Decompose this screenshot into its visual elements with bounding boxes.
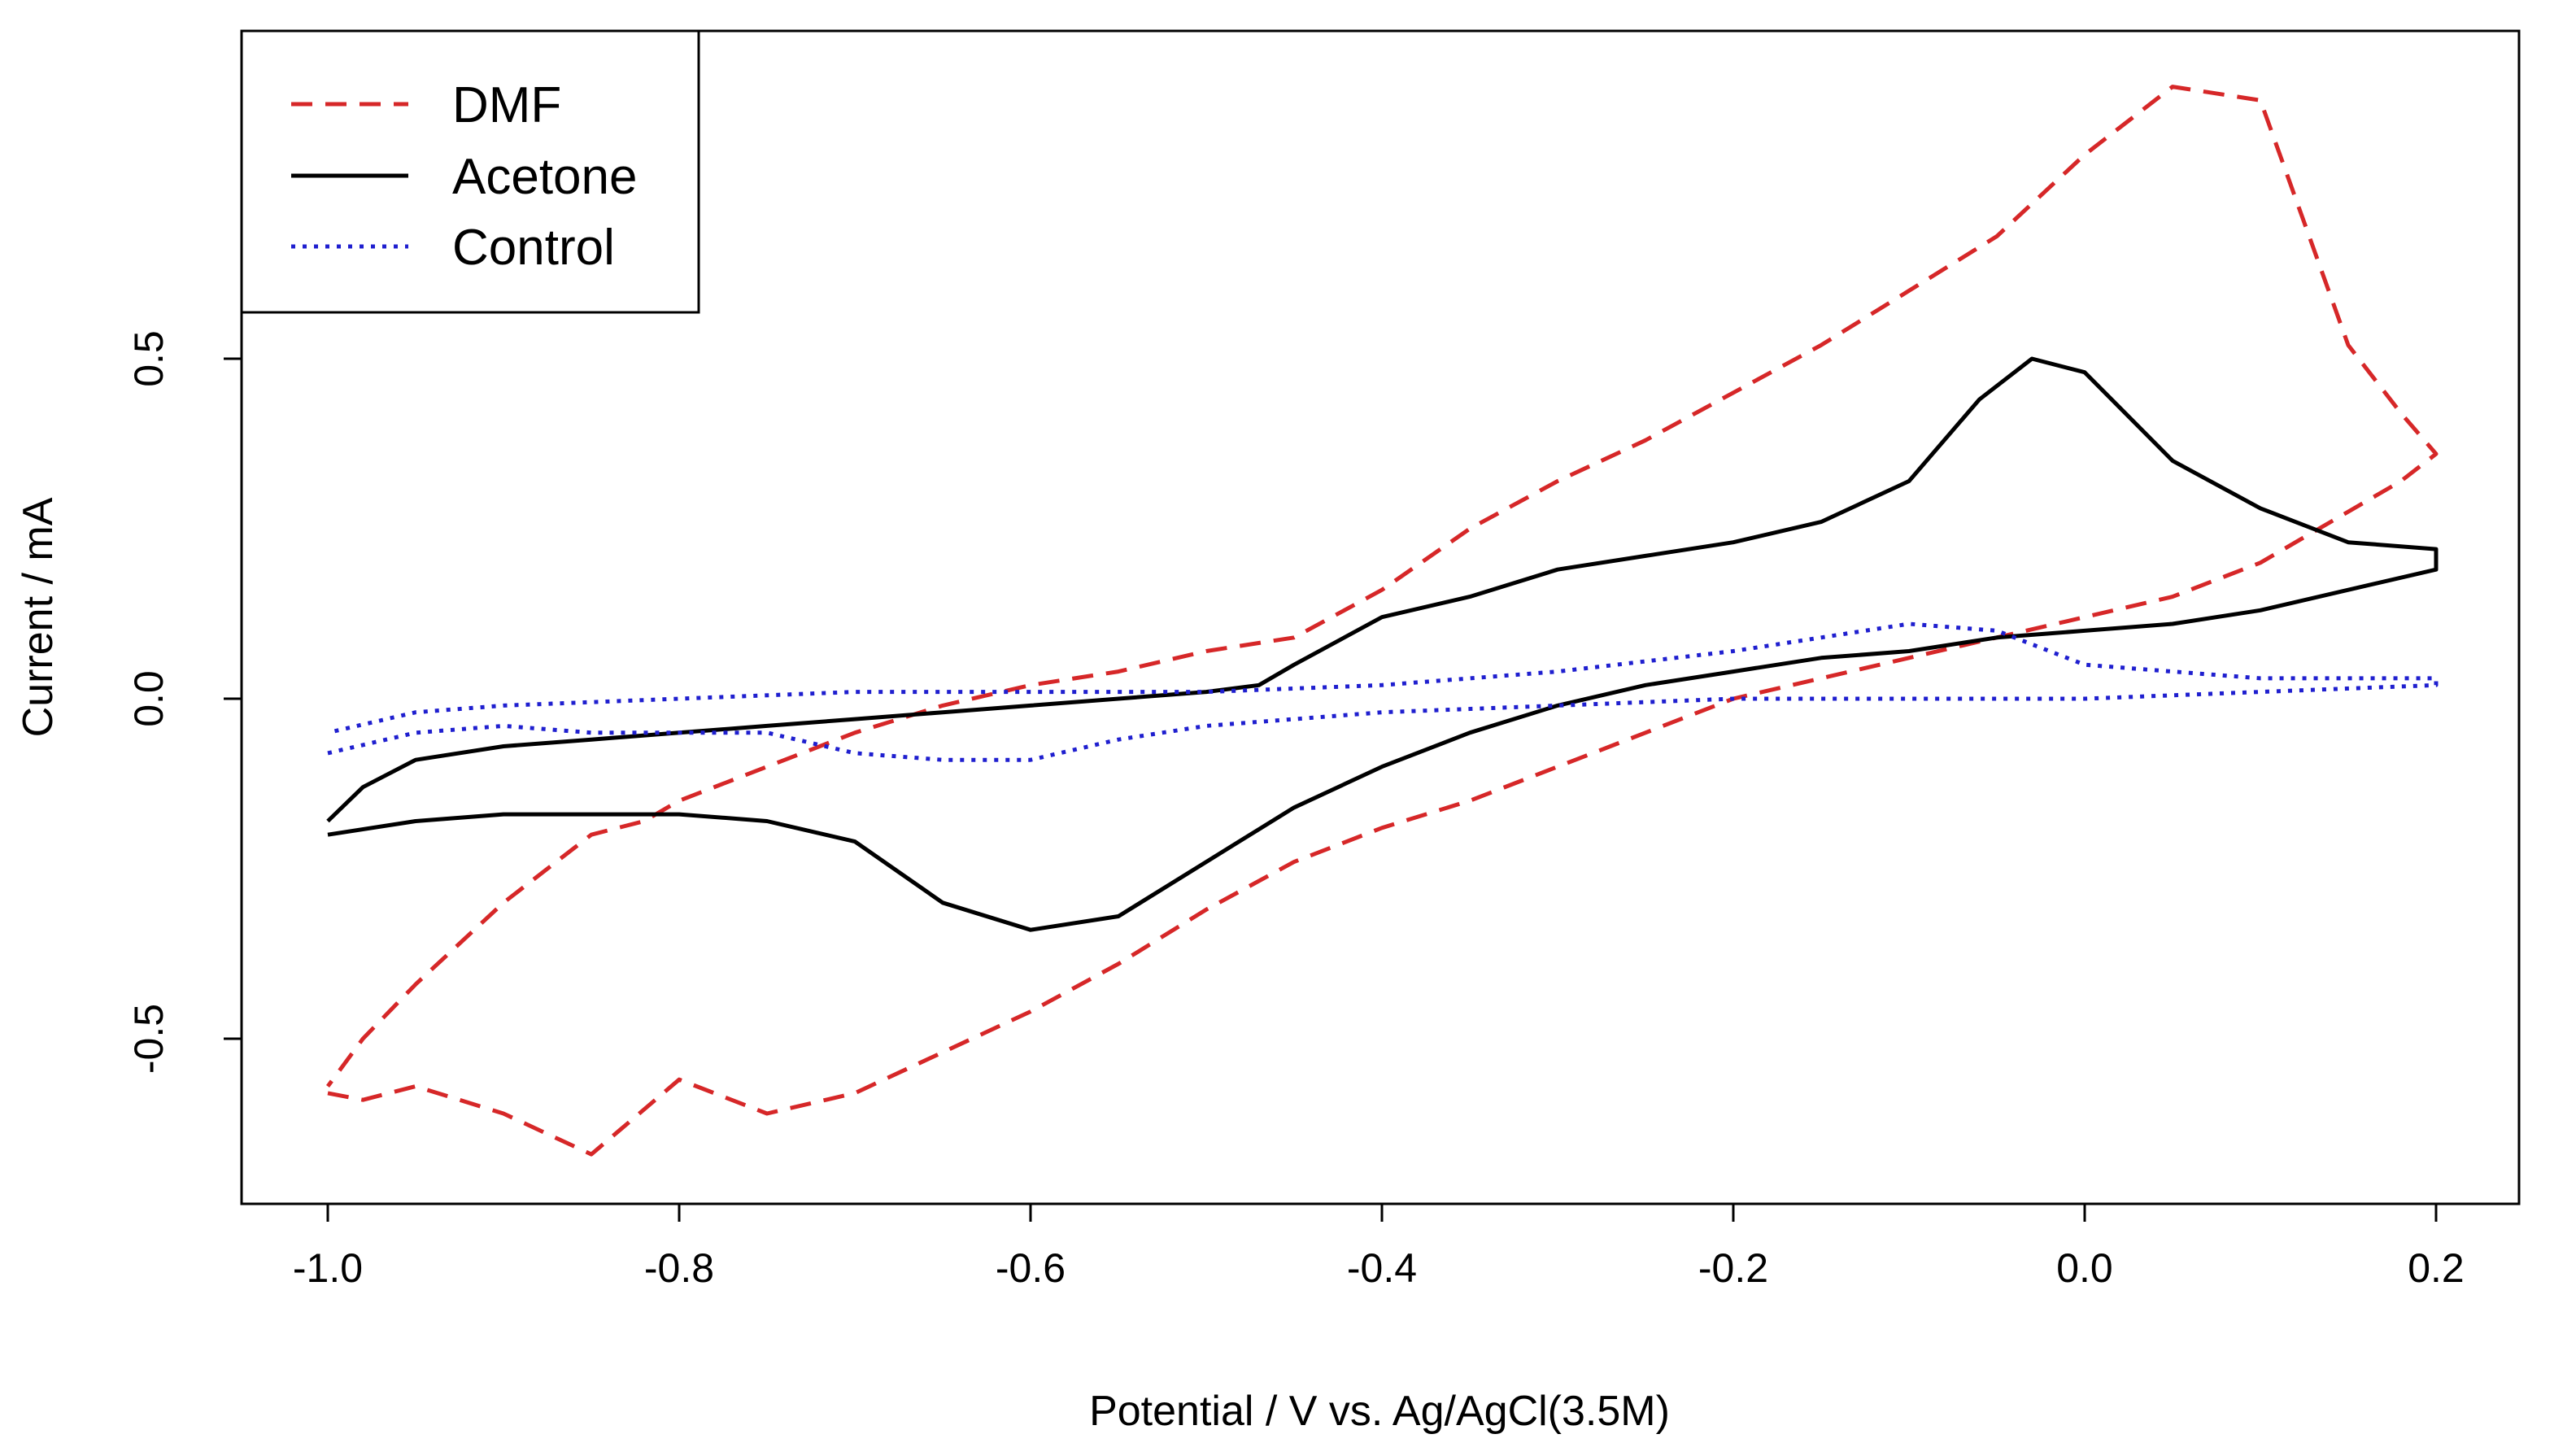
series-line-acetone — [326, 356, 2439, 932]
x-tick-label: 0.2 — [2408, 1245, 2465, 1291]
y-axis-title: Current / mA — [15, 497, 62, 737]
x-tick-label: -0.2 — [1698, 1245, 1768, 1291]
x-tick-label: -0.6 — [996, 1245, 1066, 1291]
legend-label-control: Control — [452, 220, 615, 276]
x-tick-label: -0.8 — [644, 1245, 714, 1291]
series-line-dmf — [325, 85, 2439, 1157]
legend-label-acetone: Acetone — [452, 149, 638, 205]
y-axis: -0.5 0.0 0.5 Current / mA — [15, 330, 243, 1074]
x-tick-label: -1.0 — [293, 1245, 363, 1291]
y-tick-label: 0.5 — [126, 330, 172, 387]
y-tick-label: 0.0 — [126, 670, 172, 727]
x-tick-label: 0.0 — [2056, 1245, 2113, 1291]
legend: DMF Acetone Control — [240, 29, 700, 314]
legend-box — [240, 29, 700, 314]
x-tick-label: -0.4 — [1347, 1245, 1417, 1291]
series-line-control — [327, 621, 2439, 762]
series-layer — [325, 85, 2439, 1157]
legend-label-dmf: DMF — [452, 77, 561, 133]
x-axis: -1.0 -0.8 -0.6 -0.4 -0.2 0.0 0.2 Potenti… — [293, 1202, 2465, 1435]
y-tick-label: -0.5 — [126, 1004, 172, 1074]
x-axis-title: Potential / V vs. Ag/AgCl(3.5M) — [1089, 1388, 1670, 1435]
